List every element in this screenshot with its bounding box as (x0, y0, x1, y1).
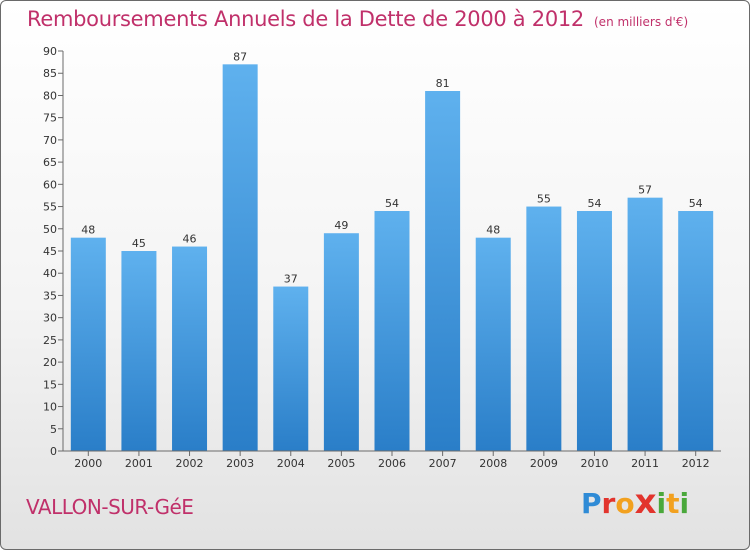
bar (273, 286, 309, 451)
x-tick-label: 2007 (429, 457, 457, 470)
x-tick-label: 2010 (580, 457, 608, 470)
bar (70, 237, 106, 451)
logo-letter: t (666, 487, 680, 520)
x-tick-label: 2006 (378, 457, 406, 470)
bar-value-label: 54 (587, 197, 601, 210)
bar (526, 206, 562, 451)
x-tick-label: 2011 (631, 457, 659, 470)
bar-value-label: 57 (638, 184, 652, 197)
logo-letter: x (634, 482, 657, 522)
bar (576, 211, 612, 451)
bar-value-label: 87 (233, 50, 247, 63)
bar (374, 211, 410, 451)
y-tick-label: 20 (43, 356, 57, 369)
logo-letter: i (679, 487, 690, 520)
x-tick-label: 2009 (530, 457, 558, 470)
x-tick-label: 2005 (327, 457, 355, 470)
y-tick-label: 30 (43, 312, 57, 325)
y-tick-label: 60 (43, 178, 57, 191)
y-tick-label: 40 (43, 267, 57, 280)
logo-letter: r (601, 487, 616, 520)
x-tick-label: 2000 (74, 457, 102, 470)
bar (172, 246, 208, 451)
proxiti-logo: Proxiti (581, 482, 690, 522)
y-tick-label: 35 (43, 289, 57, 302)
bar-value-label: 54 (385, 197, 399, 210)
y-tick-label: 70 (43, 134, 57, 147)
y-tick-label: 75 (43, 112, 57, 125)
chart-title: Remboursements Annuels de la Dette de 20… (27, 7, 584, 31)
bar (627, 197, 663, 451)
bar-value-label: 45 (132, 237, 146, 250)
x-tick-label: 2008 (479, 457, 507, 470)
bar-value-label: 46 (183, 233, 197, 246)
y-tick-label: 15 (43, 378, 57, 391)
bar-value-label: 55 (537, 193, 551, 206)
logo-letter: i (656, 487, 667, 520)
bar-value-label: 54 (689, 197, 703, 210)
bars: 48 45 46 87 37 49 54 81 48 55 54 57 54 (70, 50, 714, 452)
bar-value-label: 81 (436, 77, 450, 90)
y-tick-label: 65 (43, 156, 57, 169)
y-axis: 0 5 10 15 20 25 30 35 40 45 50 55 60 65 70 75 80 85 90 (43, 45, 64, 458)
bar-value-label: 48 (486, 224, 500, 237)
y-tick-label: 50 (43, 223, 57, 236)
x-tick-label: 2003 (226, 457, 254, 470)
logo-letter: P (581, 487, 602, 520)
logo-letter: o (615, 487, 635, 520)
y-tick-label: 5 (50, 423, 57, 436)
y-tick-label: 0 (50, 445, 57, 458)
bar (222, 64, 258, 452)
x-tick-label: 2002 (176, 457, 204, 470)
chart-title-block: Remboursements Annuels de la Dette de 20… (27, 7, 688, 31)
y-tick-label: 80 (43, 89, 57, 102)
y-tick-label: 25 (43, 334, 57, 347)
y-tick-label: 85 (43, 67, 57, 80)
bar-value-label: 48 (81, 224, 95, 237)
x-tick-label: 2012 (682, 457, 710, 470)
city-name: VALLON-SUR-GéE (26, 495, 194, 519)
y-tick-label: 45 (43, 245, 57, 258)
x-axis: 2000 2001 2002 2003 2004 2005 2006 2007 2008 2009… (63, 450, 721, 470)
bar (323, 233, 359, 451)
y-tick-label: 10 (43, 401, 57, 414)
x-tick-label: 2001 (125, 457, 153, 470)
bar (475, 237, 511, 451)
y-tick-label: 90 (43, 45, 57, 58)
bar (678, 211, 714, 451)
bar-value-label: 49 (334, 219, 348, 232)
bar (425, 91, 461, 451)
bar (121, 251, 157, 451)
bar-value-label: 37 (284, 273, 298, 286)
chart-unit: (en milliers d'€) (594, 15, 689, 29)
x-tick-label: 2004 (277, 457, 305, 470)
y-tick-label: 55 (43, 201, 57, 214)
